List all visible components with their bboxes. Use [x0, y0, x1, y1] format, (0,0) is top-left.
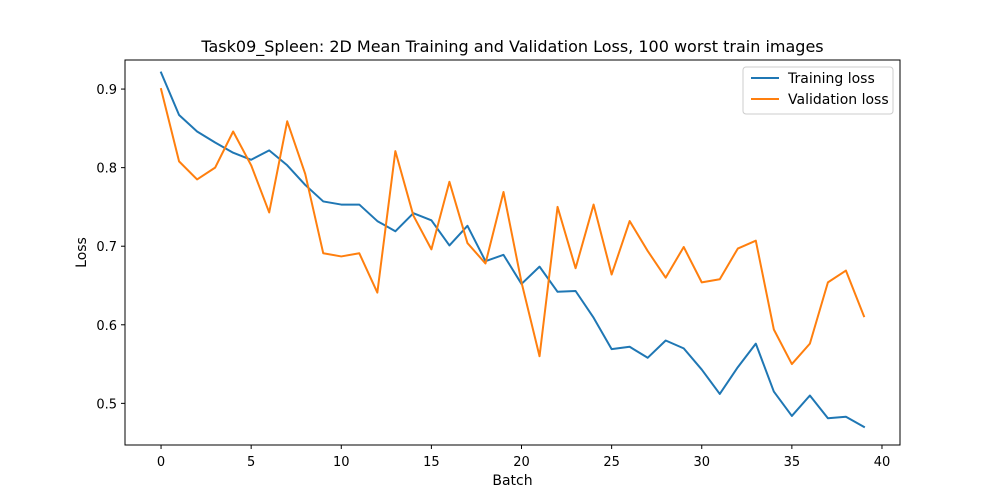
- x-tick-label: 5: [247, 455, 255, 470]
- y-tick-label: 0.9: [96, 83, 117, 98]
- series-line-training: [159, 71, 866, 429]
- y-axis-label: Loss: [74, 237, 90, 268]
- y-tick-label: 0.7: [96, 240, 117, 255]
- legend-box: [742, 66, 894, 115]
- x-tick-label: 40: [874, 455, 891, 470]
- legend-label-training: Training loss: [787, 71, 875, 87]
- y-tick-label: 0.6: [96, 319, 117, 334]
- x-axis-label: Batch: [492, 473, 532, 489]
- x-tick-label: 15: [423, 455, 440, 470]
- x-tick-label: 35: [784, 455, 801, 470]
- x-tick-label: 30: [693, 455, 710, 470]
- x-tick-label: 10: [333, 455, 350, 470]
- y-tick-label: 0.5: [96, 397, 117, 412]
- x-tick-label: 0: [157, 455, 165, 470]
- legend-label-validation: Validation loss: [788, 92, 889, 108]
- y-tick-label: 0.8: [96, 162, 117, 177]
- legend: Training loss Validation loss: [742, 66, 894, 115]
- chart-title: Task09_Spleen: 2D Mean Training and Vali…: [200, 37, 823, 57]
- series-line-validation: [159, 87, 866, 366]
- x-tick-label: 25: [603, 455, 620, 470]
- x-tick-label: 20: [513, 455, 530, 470]
- plot-frame: [124, 59, 901, 446]
